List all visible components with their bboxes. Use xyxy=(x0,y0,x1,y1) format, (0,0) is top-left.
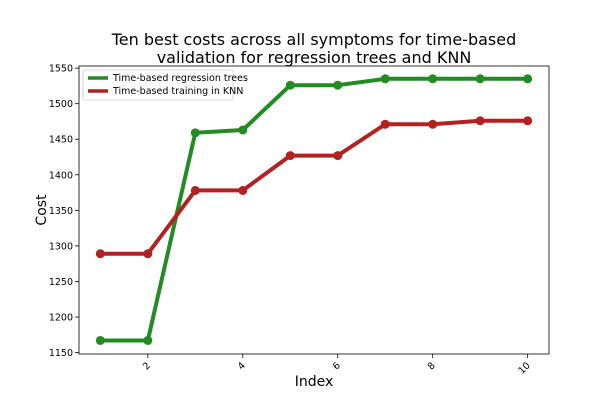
series-line-0 xyxy=(98,76,530,343)
x-tick-label: 8 xyxy=(426,360,438,372)
y-tick-label: 1150 xyxy=(49,348,73,359)
series-1-point xyxy=(238,185,248,195)
y-tick-label: 1500 xyxy=(49,99,73,110)
series-0-point xyxy=(285,80,295,90)
series-1-point xyxy=(190,185,200,195)
series-1-point xyxy=(95,249,105,259)
x-tick-label: 4 xyxy=(236,360,248,372)
series-1-point xyxy=(143,249,153,259)
series-line-1 xyxy=(98,118,530,256)
y-axis-ticks: 1150 1200 1250 1300 1350 1400 1450 1500 1550 xyxy=(49,64,79,359)
y-tick-label: 1350 xyxy=(49,206,73,217)
series-layer xyxy=(95,74,533,345)
y-tick-label: 1550 xyxy=(49,64,73,75)
legend-box xyxy=(82,69,234,101)
chart-title-line-1: Ten best costs across all symptoms for t… xyxy=(111,30,517,49)
x-tick-label: 6 xyxy=(331,360,343,372)
series-0-point xyxy=(333,80,343,90)
x-axis-label: Index xyxy=(295,374,334,390)
legend-label-regression-trees: Time-based regression trees xyxy=(112,73,248,84)
legend: Time-based regression trees Time-based t… xyxy=(82,69,248,101)
y-tick-label: 1300 xyxy=(49,241,73,252)
chart-title-line-2: validation for regression trees and KNN xyxy=(157,48,472,67)
y-axis-label: Cost xyxy=(34,194,50,226)
series-1-point xyxy=(475,116,485,126)
plot-area-frame xyxy=(78,65,550,355)
y-tick-label: 1250 xyxy=(49,277,73,288)
x-axis-ticks: 2 4 6 8 10 xyxy=(141,354,533,377)
series-0-point xyxy=(428,74,438,84)
series-1-point xyxy=(380,119,390,129)
series-1-point xyxy=(285,151,295,161)
legend-label-knn: Time-based training in KNN xyxy=(112,86,243,97)
x-tick-label: 10 xyxy=(516,360,532,376)
series-0-point xyxy=(475,74,485,84)
series-1-point xyxy=(333,151,343,161)
y-tick-label: 1450 xyxy=(49,135,73,146)
series-0-point xyxy=(95,335,105,345)
series-0-point xyxy=(380,74,390,84)
series-0-point xyxy=(238,125,248,135)
series-0-point xyxy=(143,335,153,345)
y-tick-label: 1200 xyxy=(49,313,73,324)
series-0-point xyxy=(523,74,533,84)
y-tick-label: 1400 xyxy=(49,170,73,181)
series-1-point xyxy=(428,119,438,129)
series-0-point xyxy=(190,128,200,138)
series-1-point xyxy=(523,116,533,126)
x-tick-label: 2 xyxy=(141,360,153,372)
